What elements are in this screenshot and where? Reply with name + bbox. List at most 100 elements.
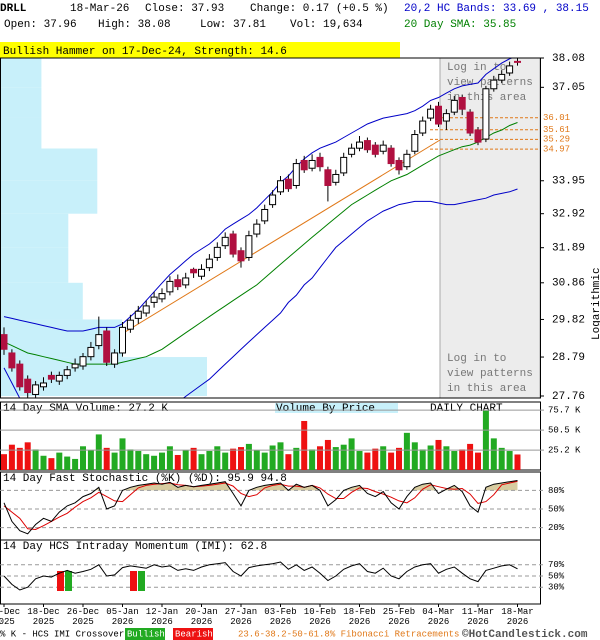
volume-bar [459, 449, 466, 470]
candle-body [87, 346, 95, 358]
volume-bar [230, 448, 237, 470]
volume-bar [364, 452, 371, 470]
candle-body [387, 147, 395, 165]
volume-bar [214, 446, 221, 470]
volume-bar [143, 454, 150, 470]
volume-title-bg [1, 403, 271, 413]
candle-body [277, 180, 284, 193]
pattern-notice: view patterns [447, 368, 533, 380]
plot-border [0, 57, 541, 399]
volume-bar [301, 420, 308, 470]
candle-body [47, 374, 55, 380]
x-tick-label: 05-Jan 2026 [106, 607, 138, 627]
candle-body [158, 293, 166, 300]
volume-bar [72, 458, 79, 470]
candle-body [419, 120, 427, 134]
date: 18-Mar-26 [70, 3, 129, 15]
pattern-notice: view patterns [447, 77, 533, 89]
volume-bar [482, 410, 489, 470]
candle-body [0, 334, 8, 350]
candle-body [498, 73, 506, 81]
candle-body [237, 250, 245, 262]
candle-body [166, 280, 174, 293]
volume-title: 14 Day SMA Volume: 27.2 K [3, 403, 168, 415]
volume-bar [87, 450, 94, 470]
x-tick-label: 12-Jan 2026 [146, 607, 178, 627]
y-tick-label: 50% [548, 504, 565, 514]
candle-body [379, 144, 387, 152]
period-label: DAILY CHART [430, 403, 503, 415]
crossover-marker [138, 571, 145, 591]
volume-bar [119, 438, 126, 470]
volume-bar [451, 451, 458, 470]
volume-by-price-bar [0, 247, 69, 283]
y-tick-label: 30.86 [552, 278, 585, 290]
pattern-notice: Log in to [447, 62, 506, 74]
volume-bar [56, 452, 63, 470]
volume-bar [396, 447, 402, 470]
volume-by-price-bar [0, 117, 42, 149]
y-tick-label: 33.95 [552, 176, 585, 188]
y-tick-label: 50.5 K [548, 425, 581, 435]
volume-bar [127, 449, 134, 470]
volume-bar [498, 447, 505, 470]
candle-body [150, 296, 158, 303]
candle-body [71, 363, 79, 369]
volume-bar [135, 451, 142, 470]
candle-body [134, 310, 142, 319]
candle-body [324, 169, 332, 186]
crossover-marker [130, 571, 137, 591]
candle-body [506, 65, 514, 74]
volume-by-price-bar [0, 87, 42, 118]
upper-band [3, 58, 514, 332]
imi-line [3, 561, 518, 591]
volume-bar [269, 445, 276, 470]
volume-bar [206, 451, 213, 470]
candle-body [395, 159, 403, 171]
stochastic-title: 14 Day Fast Stochastic (%K) (%D): 95.9 9… [3, 473, 287, 485]
stochastic-title-bg [1, 473, 271, 483]
x-tick-label: 18-Feb 2026 [343, 607, 375, 627]
volume-bar [111, 452, 118, 470]
lower-band [3, 188, 518, 398]
imi-title: 14 Day HCS Intraday Momentum (IMI): 62.8 [3, 541, 267, 553]
y-tick-label: 27.76 [552, 391, 585, 403]
y-tick-label: 80% [548, 486, 565, 496]
candle-body [490, 79, 498, 90]
pattern-notice: in this area [447, 383, 527, 395]
y-tick-label: 37.05 [552, 82, 585, 94]
candle-body [403, 153, 411, 168]
volume-bar [151, 455, 158, 470]
volume-bar [253, 450, 260, 470]
sma-line [3, 122, 518, 365]
volume-bar [475, 452, 481, 470]
volume-bar [372, 448, 379, 470]
candle-body [363, 140, 371, 151]
scale-label: Logarithmic [591, 267, 600, 340]
volume-by-price-bar [0, 282, 83, 320]
volume-bar [435, 439, 442, 470]
candle-body [332, 173, 340, 183]
volume-bar [443, 446, 450, 470]
y-tick-label: 20% [548, 523, 565, 533]
volume-bar [245, 443, 252, 470]
candle-body [229, 233, 237, 255]
candle-body [292, 163, 300, 186]
candle-body [245, 235, 253, 258]
volume-bar [190, 447, 197, 470]
x-tick-label: 25-Feb 2026 [383, 607, 415, 627]
footer-fibonacci: 23.6-38.2-50-61.8% Fibonacci Retracement… [238, 629, 459, 639]
candle-body [16, 363, 24, 388]
candle-body [458, 96, 466, 110]
pattern-region [439, 58, 540, 398]
volume-bar [340, 444, 347, 470]
volume-bar [159, 452, 165, 470]
candle-body [284, 178, 292, 190]
y-tick-label: 70% [548, 560, 565, 570]
x-tick-label: 03-Feb 2026 [264, 607, 296, 627]
candle-body [340, 156, 348, 174]
x-tick-label: 26-Dec 2025 [67, 607, 99, 627]
candle-body [411, 134, 419, 152]
candle-body [371, 144, 379, 155]
